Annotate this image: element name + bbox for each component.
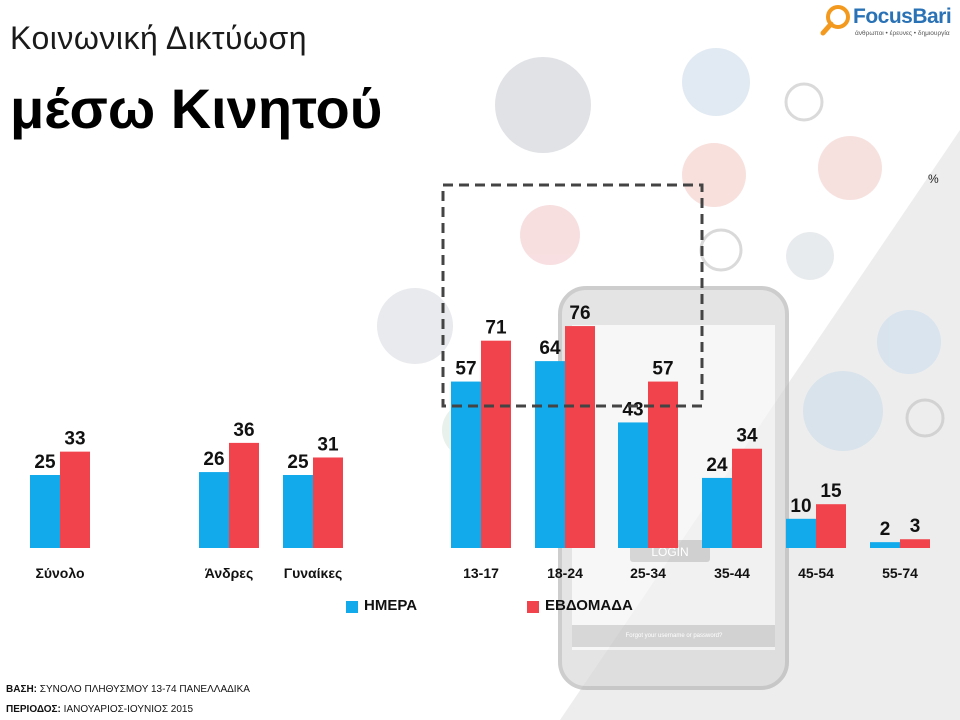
value-label-week-2: 36 bbox=[233, 420, 254, 441]
bar-week-9 bbox=[900, 539, 930, 548]
value-label-week-7: 34 bbox=[736, 426, 758, 447]
legend-label-week: ΕΒΔΟΜΑΔΑ bbox=[545, 597, 633, 614]
bar-day-7 bbox=[702, 477, 732, 548]
legend-label-day: ΗΜΕΡΑ bbox=[364, 597, 418, 614]
value-label-week-9: 3 bbox=[910, 516, 921, 537]
value-label-day-2: 26 bbox=[203, 449, 224, 470]
legend-swatch-week bbox=[527, 601, 539, 613]
footer-base-value: ΣΥΝΟΛΟ ΠΛΗΘΥΣΜΟΥ 13-74 ΠΑΝΕΛΛΑΔΙΚΑ bbox=[39, 684, 250, 695]
bar-day-6 bbox=[618, 422, 648, 548]
value-label-week-8: 15 bbox=[820, 481, 842, 502]
category-label-7: 35-44 bbox=[714, 565, 750, 581]
bar-day-4 bbox=[451, 381, 481, 548]
bar-day-2 bbox=[199, 472, 229, 548]
magnifier-icon bbox=[820, 5, 850, 36]
bar-week-2 bbox=[229, 442, 259, 548]
legend-swatch-day bbox=[346, 601, 358, 613]
category-label-4: 13-17 bbox=[463, 565, 499, 581]
footer-period-value: ΙΑΝΟΥΑΡΙΟΣ-ΙΟΥΝΙΟΣ 2015 bbox=[63, 704, 194, 715]
value-label-week-4: 71 bbox=[485, 318, 507, 339]
bar-week-3 bbox=[313, 457, 343, 548]
category-label-1: Σύνολο bbox=[35, 565, 84, 581]
footer-period-label: ΠΕΡΙΟΔΟΣ: bbox=[6, 704, 61, 715]
highlight-box bbox=[441, 183, 704, 408]
category-label-6: 25-34 bbox=[630, 565, 666, 581]
footer-base-label: ΒΑΣΗ: bbox=[6, 684, 37, 695]
value-label-week-6: 57 bbox=[652, 359, 673, 380]
category-label-8: 45-54 bbox=[798, 565, 834, 581]
bar-week-5 bbox=[565, 326, 595, 548]
bar-day-8 bbox=[786, 518, 816, 548]
bar-day-3 bbox=[283, 475, 313, 548]
bar-week-7 bbox=[732, 448, 762, 548]
category-label-9: 55-74 bbox=[882, 565, 918, 581]
value-label-day-8: 10 bbox=[790, 496, 811, 517]
phone-login-label: LOGIN bbox=[651, 545, 688, 559]
bar-day-9 bbox=[870, 542, 900, 548]
bar-week-6 bbox=[648, 381, 678, 548]
value-label-day-9: 2 bbox=[880, 519, 891, 540]
unit-label: % bbox=[928, 172, 939, 186]
logo: FocusBari άνθρωποι • έρευνες • δημιουργί… bbox=[820, 2, 958, 42]
value-label-day-7: 24 bbox=[706, 455, 728, 476]
value-label-day-4: 57 bbox=[455, 359, 476, 380]
value-label-day-3: 25 bbox=[287, 452, 309, 473]
category-label-2: Άνδρες bbox=[205, 565, 253, 581]
value-label-week-3: 31 bbox=[317, 434, 339, 455]
phone-forgot-label: Forgot your username or password? bbox=[626, 633, 723, 639]
bar-week-4 bbox=[481, 340, 511, 548]
bar-day-1 bbox=[30, 475, 60, 548]
logo-name: FocusBari bbox=[853, 5, 952, 28]
bar-day-5 bbox=[535, 361, 565, 548]
footer-base: ΒΑΣΗ: ΣΥΝΟΛΟ ΠΛΗΘΥΣΜΟΥ 13-74 ΠΑΝΕΛΛΑΔΙΚΑ bbox=[6, 684, 250, 695]
category-label-3: Γυναίκες bbox=[284, 565, 343, 581]
title-line2: μέσω Κινητού bbox=[10, 77, 383, 140]
bar-week-8 bbox=[816, 504, 846, 548]
category-label-5: 18-24 bbox=[547, 565, 583, 581]
value-label-day-6: 43 bbox=[622, 399, 643, 420]
logo-tagline: άνθρωποι • έρευνες • δημιουργία bbox=[855, 30, 950, 37]
value-label-day-1: 25 bbox=[34, 452, 56, 473]
value-label-day-5: 64 bbox=[539, 338, 561, 359]
value-label-week-1: 33 bbox=[64, 429, 85, 450]
value-label-week-5: 76 bbox=[569, 303, 590, 324]
title-line1: Κοινωνική Δικτύωση bbox=[10, 20, 308, 56]
footer-period: ΠΕΡΙΟΔΟΣ: ΙΑΝΟΥΑΡΙΟΣ-ΙΟΥΝΙΟΣ 2015 bbox=[6, 704, 193, 715]
bar-week-1 bbox=[60, 451, 90, 548]
